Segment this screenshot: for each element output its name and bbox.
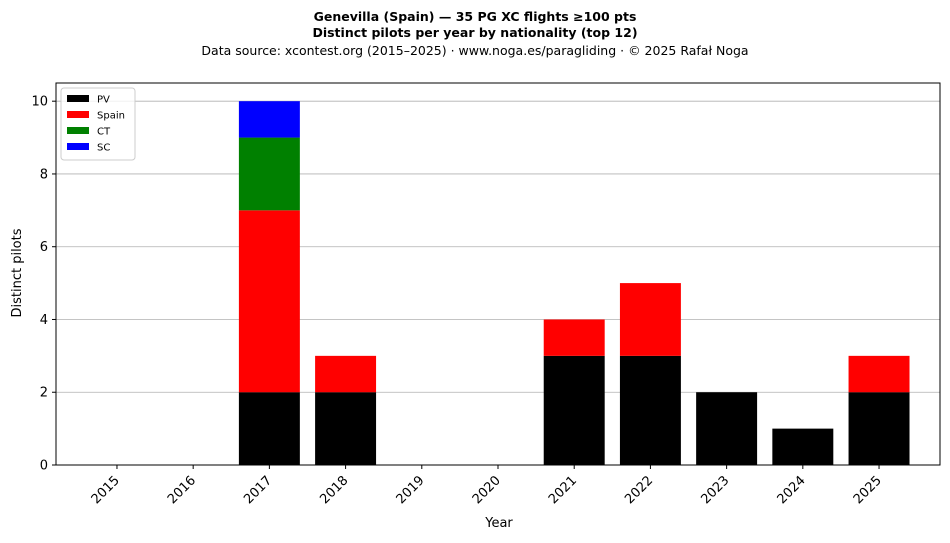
x-axis-label: Year: [484, 516, 513, 531]
legend-label-ct: CT: [97, 127, 111, 138]
legend-swatch-ct: [67, 127, 89, 134]
plot-frame: [55, 82, 941, 466]
bar-pv-2022: [619, 355, 681, 465]
y-tick-label: 4: [40, 313, 48, 328]
bar-pv-2024: [772, 428, 834, 465]
gridlines: [56, 100, 940, 466]
x-tick-label: 2024: [775, 473, 809, 507]
bar-pv-2017: [238, 392, 300, 465]
y-axis-label: Distinct pilots: [10, 228, 25, 317]
x-tick-label: 2019: [394, 473, 428, 507]
bar-pv-2025: [848, 392, 910, 465]
bar-pv-2021: [543, 355, 605, 465]
x-tick-label: 2021: [546, 473, 580, 507]
y-tick-label: 10: [31, 95, 48, 110]
x-tick-label: 2023: [698, 473, 732, 507]
legend-label-pv: PV: [97, 95, 110, 106]
bar-spain-2018: [315, 355, 377, 393]
legend-frame: [60, 87, 136, 161]
y-tick-label: 2: [40, 386, 48, 401]
x-tick-label: 2016: [165, 473, 199, 507]
x-tick-label: 2015: [89, 473, 123, 507]
x-tick-label: 2018: [317, 473, 351, 507]
bar-spain-2017: [238, 210, 300, 393]
legend-label-sc: SC: [97, 143, 110, 154]
bar-pv-2018: [315, 392, 377, 465]
y-tick-label: 0: [40, 459, 48, 474]
bar-spain-2022: [619, 283, 681, 356]
x-tick-label: 2017: [241, 473, 275, 507]
x-tick-label: 2025: [851, 473, 885, 507]
legend-label-spain: Spain: [97, 111, 125, 122]
legend-swatch-pv: [67, 95, 89, 102]
y-tick-label: 6: [40, 240, 48, 255]
bar-ct-2017: [238, 137, 300, 211]
chart-subtitle: Data source: xcontest.org (2015–2025) · …: [201, 43, 748, 58]
legend-swatch-spain: [67, 111, 89, 118]
bar-pv-2023: [696, 392, 758, 465]
bar-spain-2025: [848, 355, 910, 393]
x-tick-label: 2020: [470, 473, 504, 507]
x-tick-label: 2022: [622, 473, 656, 507]
bars: [238, 101, 910, 465]
legend: PV Spain CT SC: [60, 87, 136, 161]
chart-title-line1: Genevilla (Spain) — 35 PG XC flights ≥10…: [314, 9, 637, 24]
chart-title-line2: Distinct pilots per year by nationality …: [312, 25, 637, 40]
y-tick-label: 8: [40, 167, 48, 182]
bar-spain-2021: [543, 319, 605, 356]
bar-sc-2017: [238, 101, 300, 138]
legend-swatch-sc: [67, 143, 89, 150]
